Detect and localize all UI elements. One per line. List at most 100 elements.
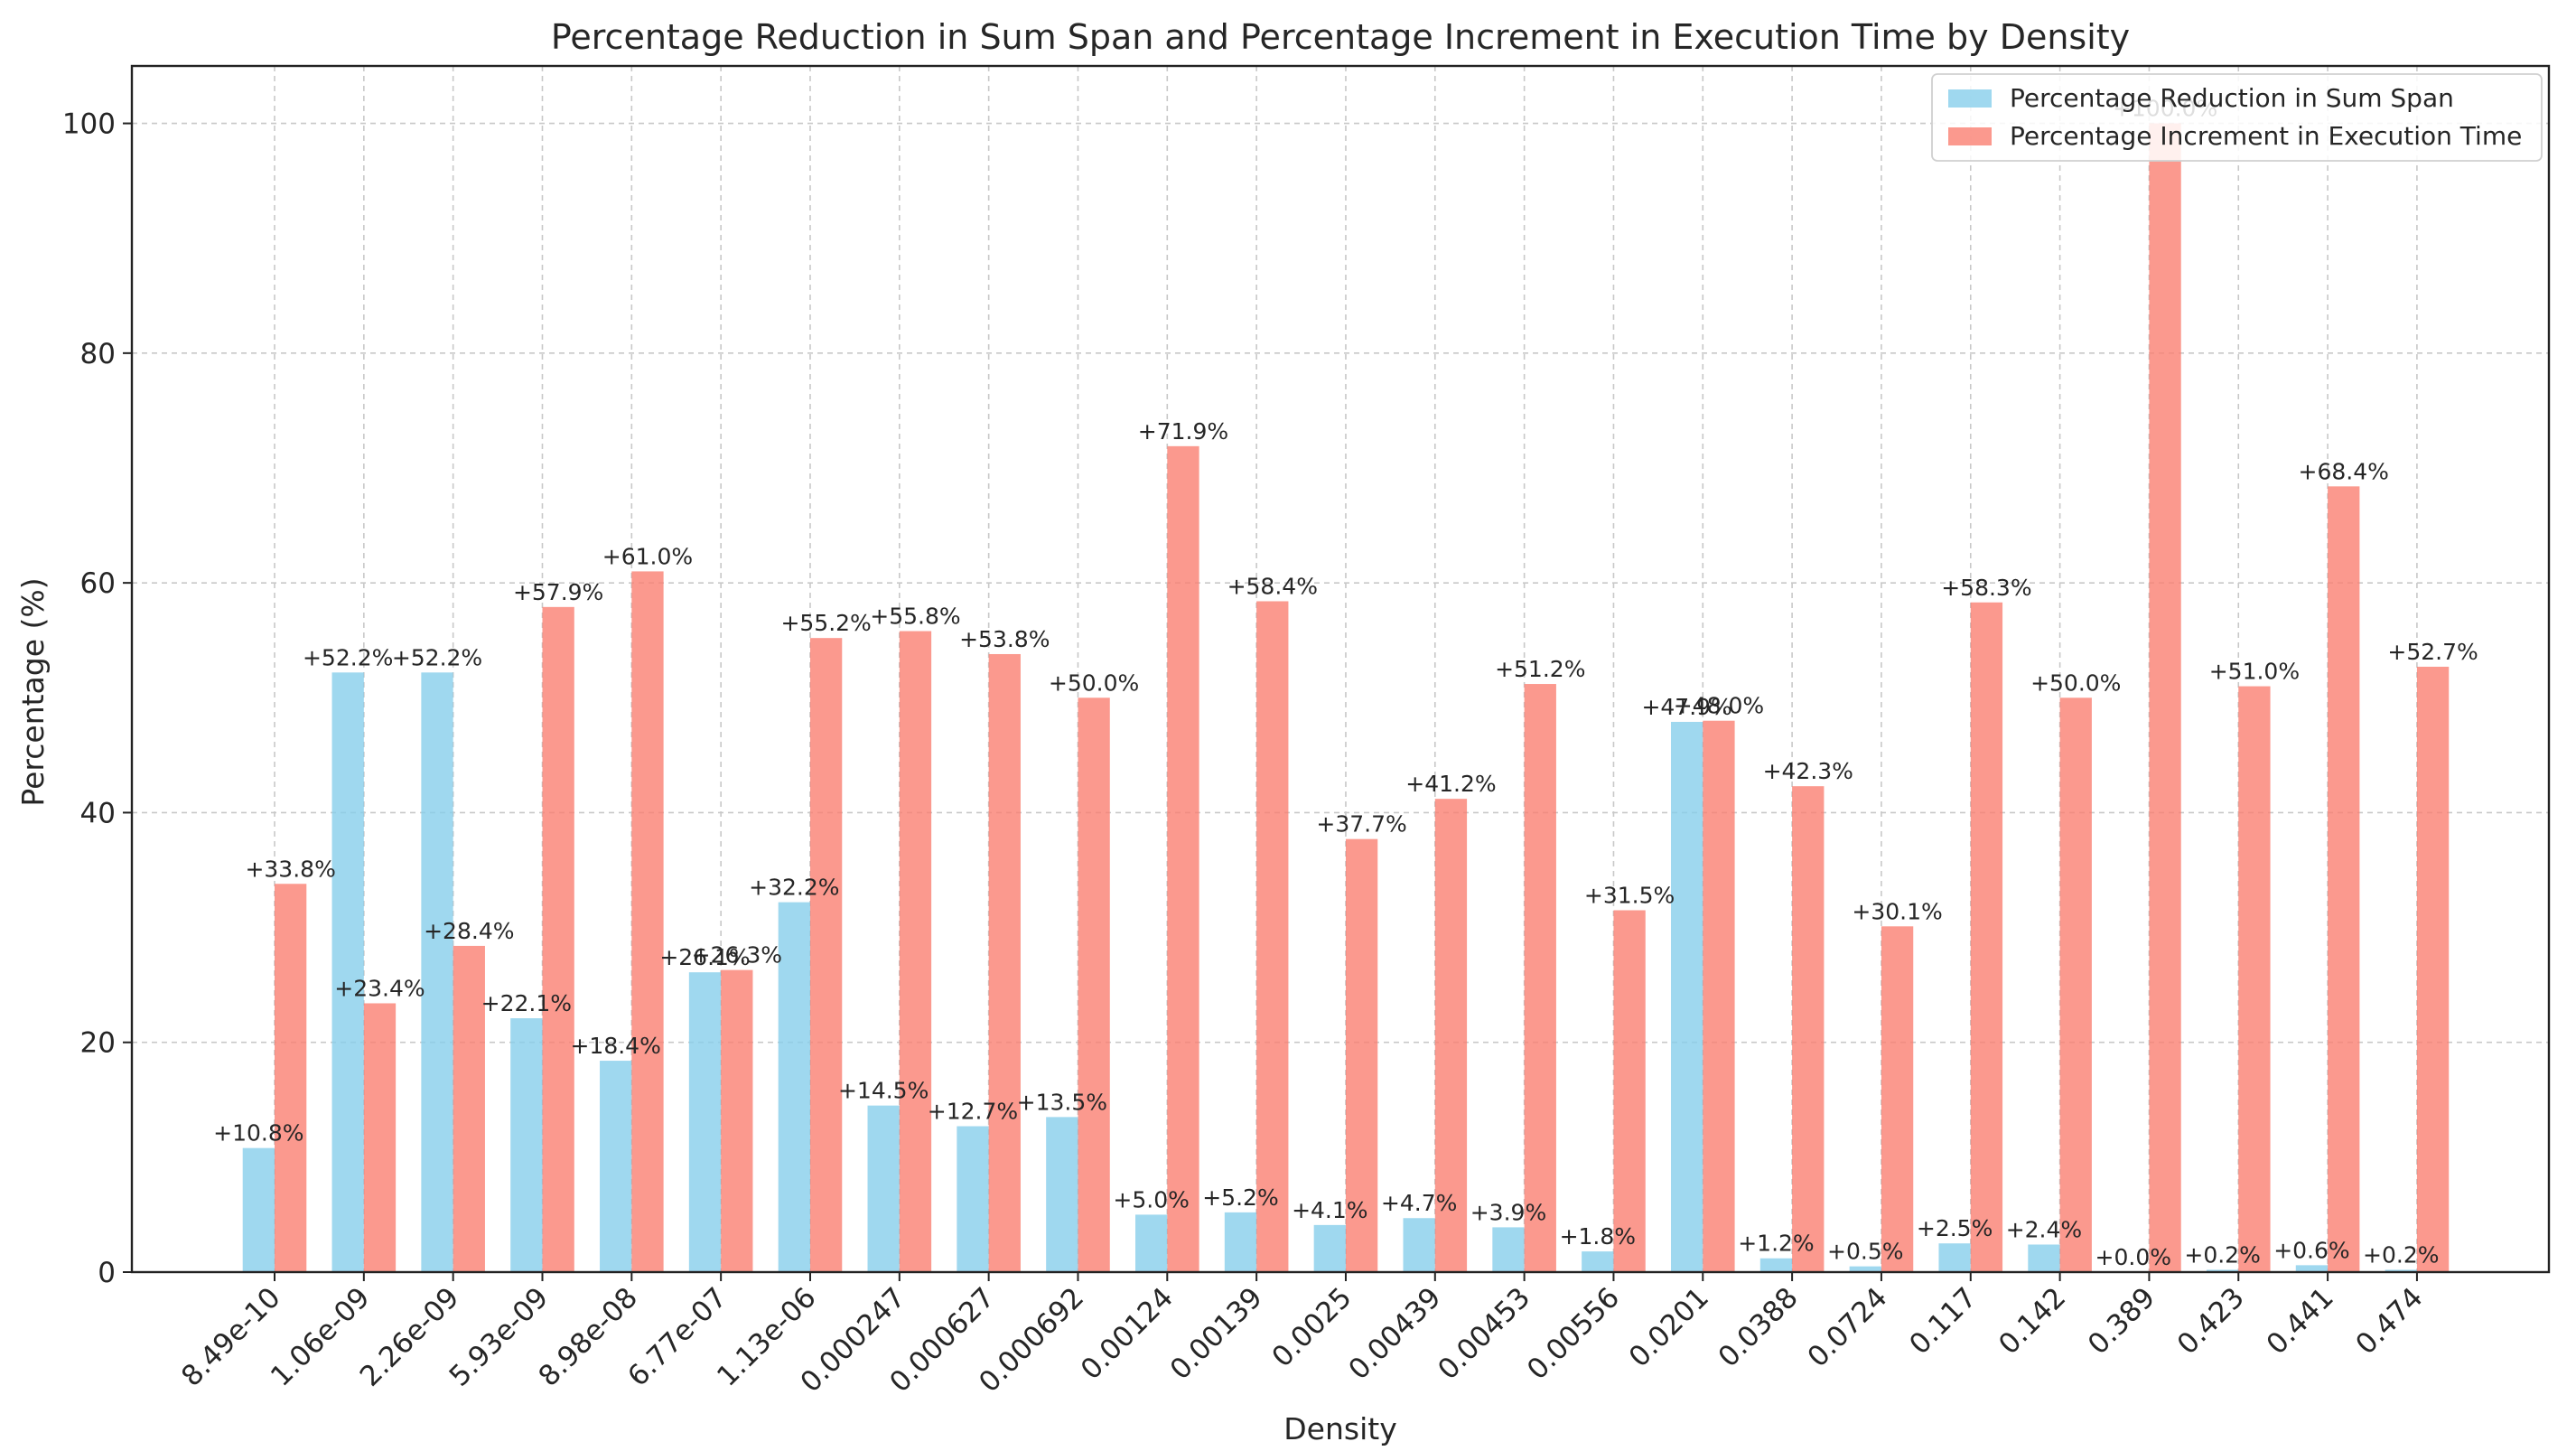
legend-entry: Percentage Reduction in Sum Span bbox=[2010, 83, 2454, 113]
bar-value-label: +1.2% bbox=[1738, 1231, 1814, 1257]
x-tick-label: 0.389 bbox=[2082, 1281, 2161, 1361]
x-tick-label: 0.00139 bbox=[1164, 1281, 1269, 1386]
bar-value-label: +5.0% bbox=[1113, 1186, 1189, 1212]
bar-value-label: +58.3% bbox=[1941, 575, 2031, 601]
bar-sum-span bbox=[688, 972, 722, 1272]
bar-exec-time bbox=[363, 1003, 397, 1272]
bar-value-label: +28.4% bbox=[424, 918, 514, 944]
x-tick-label: 0.0724 bbox=[1801, 1281, 1893, 1373]
legend-swatch bbox=[1948, 127, 1992, 145]
bar-sum-span bbox=[1403, 1218, 1435, 1272]
bar-sum-span bbox=[1670, 721, 1703, 1272]
bar-value-label: +53.8% bbox=[959, 626, 1050, 652]
bar-value-label: +32.2% bbox=[749, 875, 839, 901]
y-tick-label: 80 bbox=[80, 338, 116, 370]
chart-title: Percentage Reduction in Sum Span and Per… bbox=[551, 17, 2130, 57]
bar-sum-span bbox=[2385, 1269, 2417, 1272]
bar-exec-time bbox=[631, 571, 664, 1272]
bar-sum-span bbox=[1759, 1258, 1793, 1272]
bar-value-label: +4.7% bbox=[1381, 1190, 1457, 1216]
x-tick-label: 0.0025 bbox=[1265, 1281, 1358, 1373]
bar-sum-span bbox=[1582, 1251, 1614, 1272]
bar-value-label: +52.2% bbox=[303, 644, 393, 670]
bar-exec-time bbox=[275, 884, 307, 1272]
bars-layer bbox=[242, 123, 2450, 1273]
bar-exec-time bbox=[1256, 601, 1289, 1272]
bar-exec-time bbox=[1524, 684, 1556, 1272]
bar-sum-span bbox=[1135, 1214, 1168, 1272]
y-tick-label: 0 bbox=[98, 1257, 116, 1289]
x-tick-label: 0.142 bbox=[1993, 1281, 2072, 1361]
bar-value-label: +3.9% bbox=[1470, 1199, 1546, 1225]
bar-exec-time bbox=[453, 945, 485, 1272]
bar-sum-span bbox=[2295, 1265, 2329, 1272]
x-tick-label: 0.474 bbox=[2349, 1281, 2429, 1361]
bar-exec-time bbox=[1613, 910, 1646, 1272]
bar-value-label: +47.9% bbox=[1641, 694, 1731, 720]
x-tick-label: 0.00439 bbox=[1342, 1281, 1447, 1386]
x-tick-label: 0.00124 bbox=[1075, 1281, 1180, 1386]
bar-value-label: +61.0% bbox=[602, 543, 693, 569]
bar-value-label: +48.0% bbox=[1674, 693, 1764, 719]
bar-value-label: +57.9% bbox=[513, 579, 603, 605]
bar-value-label: +0.2% bbox=[2184, 1241, 2260, 1268]
bar-value-label: +10.8% bbox=[213, 1120, 303, 1147]
bar-sum-span bbox=[2028, 1244, 2060, 1272]
bar-exec-time bbox=[2238, 686, 2271, 1272]
y-tick-label: 60 bbox=[80, 567, 116, 600]
bar-exec-time bbox=[2149, 123, 2181, 1273]
x-tick-label: 0.0201 bbox=[1623, 1281, 1715, 1373]
bar-sum-span bbox=[1492, 1227, 1525, 1272]
x-tick-label: 0.441 bbox=[2261, 1281, 2340, 1361]
bar-value-label: +12.7% bbox=[928, 1099, 1018, 1125]
bar-value-label: +22.1% bbox=[481, 990, 572, 1016]
bar-sum-span bbox=[1046, 1117, 1078, 1272]
plot-frame bbox=[130, 64, 2551, 1274]
bar-exec-time bbox=[809, 638, 843, 1272]
bar-value-label: +30.1% bbox=[1852, 898, 1942, 924]
bar-value-label: +41.2% bbox=[1405, 771, 1496, 797]
x-tick-label: 0.117 bbox=[1903, 1281, 1983, 1361]
bar-sum-span bbox=[1313, 1224, 1346, 1272]
bar-exec-time bbox=[988, 653, 1021, 1272]
axes-layer bbox=[130, 64, 2551, 1274]
bar-exec-time bbox=[2416, 666, 2450, 1272]
bar-value-label: +68.4% bbox=[2299, 458, 2389, 484]
bar-sum-span bbox=[1938, 1243, 1971, 1272]
bar-exec-time bbox=[1970, 602, 2003, 1272]
bar-value-label: +5.2% bbox=[1202, 1184, 1278, 1211]
bar-exec-time bbox=[1703, 720, 1735, 1272]
bar-sum-span bbox=[600, 1061, 632, 1272]
bar-exec-time bbox=[1078, 697, 1110, 1272]
legend-swatch bbox=[1948, 89, 1992, 108]
bar-exec-time bbox=[2059, 697, 2092, 1272]
bar-value-label: +37.7% bbox=[1316, 811, 1406, 838]
y-axis-label: Percentage (%) bbox=[15, 577, 51, 806]
bar-value-label: +2.5% bbox=[1917, 1215, 1993, 1241]
bar-value-label: +52.2% bbox=[392, 644, 482, 670]
bar-sum-span bbox=[331, 672, 364, 1272]
bar-value-label: +50.0% bbox=[2030, 669, 2121, 696]
bar-value-label: +51.0% bbox=[2209, 659, 2300, 685]
bar-value-label: +23.4% bbox=[334, 975, 425, 1001]
bar-value-label: +4.1% bbox=[1292, 1197, 1367, 1223]
bar-value-label: +33.8% bbox=[245, 856, 335, 882]
bar-value-label: +50.0% bbox=[1049, 669, 1139, 696]
bar-value-label: +26.3% bbox=[692, 942, 782, 969]
bar-sum-span bbox=[867, 1105, 900, 1272]
bar-exec-time bbox=[1434, 799, 1468, 1272]
y-tick-label: 20 bbox=[80, 1027, 116, 1060]
bar-exec-time bbox=[542, 606, 574, 1272]
bar-value-label: +2.4% bbox=[2006, 1216, 2082, 1242]
bar-exec-time bbox=[899, 631, 932, 1272]
bar-sum-span bbox=[1849, 1266, 1881, 1272]
y-tick-label: 40 bbox=[80, 797, 116, 829]
legend-box bbox=[1931, 73, 2543, 162]
bar-value-label: +14.5% bbox=[838, 1078, 929, 1104]
bar-sum-span bbox=[957, 1126, 989, 1272]
bar-value-label: +55.2% bbox=[780, 610, 871, 636]
bar-value-label: +0.6% bbox=[2273, 1237, 2349, 1263]
legend: Percentage Reduction in Sum Span Percenta… bbox=[1931, 73, 2543, 162]
bar-value-label: +42.3% bbox=[1763, 758, 1853, 784]
